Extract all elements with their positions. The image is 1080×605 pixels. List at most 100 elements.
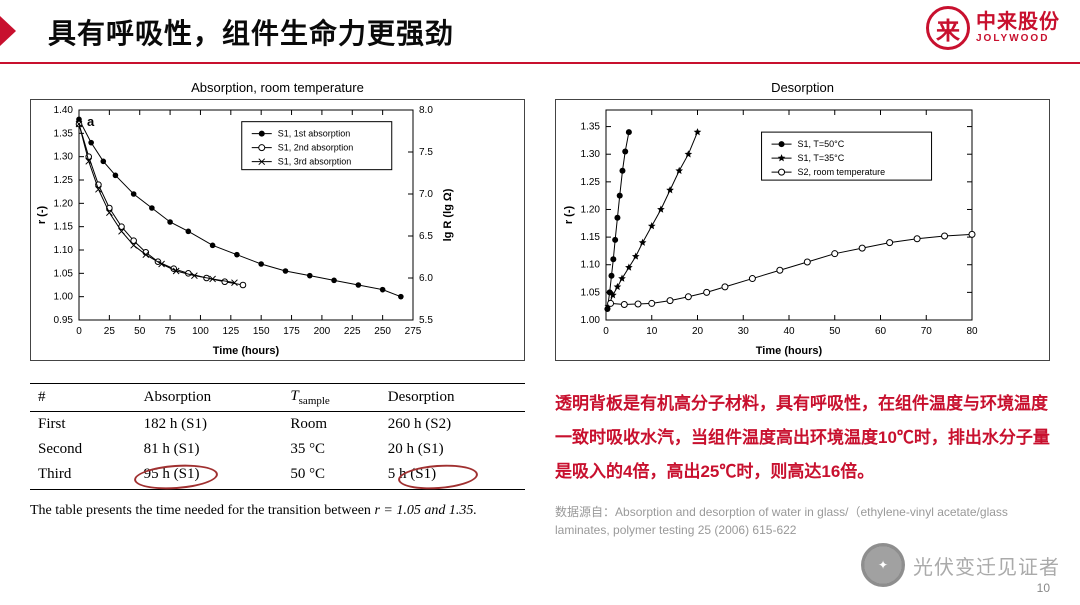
svg-text:10: 10 <box>646 326 658 337</box>
svg-text:75: 75 <box>165 326 177 337</box>
svg-text:8.0: 8.0 <box>419 105 433 116</box>
svg-text:175: 175 <box>283 326 300 337</box>
svg-text:1.00: 1.00 <box>581 315 601 326</box>
caption-prefix: The table presents the time needed for t… <box>30 503 374 518</box>
svg-text:S2, room temperature: S2, room temperature <box>798 167 886 177</box>
chart2-title: Desorption <box>555 80 1050 95</box>
svg-text:60: 60 <box>875 326 887 337</box>
description-text: 透明背板是有机高分子材料，具有呼吸性，在组件温度与环境温度一致时吸收水汽，当组件… <box>555 387 1050 489</box>
table-cell: 95 h (S1) <box>136 462 283 490</box>
table-header: Absorption <box>136 384 283 412</box>
logo-cn-text: 中来股份 <box>976 12 1060 32</box>
caption-math: r = 1.05 and 1.35. <box>374 503 476 518</box>
svg-text:r (-): r (-) <box>563 206 575 225</box>
transition-table: #AbsorptionTsampleDesorption First182 h … <box>30 383 525 521</box>
svg-text:1.15: 1.15 <box>581 232 601 243</box>
svg-text:a: a <box>87 114 95 129</box>
svg-text:1.25: 1.25 <box>581 177 601 188</box>
svg-text:0.95: 0.95 <box>54 315 74 326</box>
left-column: Absorption, room temperature 0 25 50 75 100 1… <box>30 80 525 575</box>
table-cell: 5 h (S1) <box>380 462 525 490</box>
svg-text:1.30: 1.30 <box>581 149 601 160</box>
right-column: Desorption 010203040506070801.001.051.10… <box>555 80 1050 575</box>
page-title: 具有呼吸性，组件生命力更强劲 <box>48 12 454 52</box>
table-cell: 20 h (S1) <box>380 437 525 462</box>
svg-text:150: 150 <box>253 326 270 337</box>
desorption-chart: 010203040506070801.001.051.101.151.201.2… <box>555 99 1050 361</box>
svg-text:1.35: 1.35 <box>54 128 74 139</box>
chart1-title: Absorption, room temperature <box>30 80 525 95</box>
table-cell: 81 h (S1) <box>136 437 283 462</box>
svg-text:80: 80 <box>966 326 978 337</box>
svg-text:20: 20 <box>692 326 704 337</box>
svg-text:7.5: 7.5 <box>419 147 433 158</box>
logo-mark-icon: 来 <box>926 6 970 50</box>
data-source: 数据源自：Absorption and desorption of water … <box>555 503 1050 539</box>
slide-header: 具有呼吸性，组件生命力更强劲 来 中来股份 JOLYWOOD <box>0 0 1080 60</box>
svg-text:100: 100 <box>192 326 209 337</box>
svg-text:1.15: 1.15 <box>54 222 74 233</box>
svg-text:50: 50 <box>829 326 841 337</box>
svg-text:Time (hours): Time (hours) <box>213 345 280 357</box>
svg-text:S1, 2nd absorption: S1, 2nd absorption <box>278 143 354 153</box>
chart2-plot: 010203040506070801.001.051.101.151.201.2… <box>556 100 986 360</box>
table-cell: 50 °C <box>282 462 379 490</box>
svg-text:30: 30 <box>738 326 750 337</box>
source-label: 数据源自： <box>555 505 615 519</box>
chart1-plot: 0 25 50 75 100 125 150 175 200 225 250 275 0.95 1.00 1… <box>31 100 461 360</box>
svg-text:1.05: 1.05 <box>581 287 601 298</box>
chevron-icon <box>0 16 30 46</box>
table-cell: Room <box>282 412 379 438</box>
svg-text:1.20: 1.20 <box>54 198 74 209</box>
content-area: Absorption, room temperature 02550751001… <box>30 80 1050 575</box>
table-caption: The table presents the time needed for t… <box>30 500 525 521</box>
svg-text:225: 225 <box>344 326 361 337</box>
svg-text:S1, 3rd absorption: S1, 3rd absorption <box>278 157 352 167</box>
svg-text:1.10: 1.10 <box>54 245 74 256</box>
svg-text:40: 40 <box>783 326 795 337</box>
table-header: Desorption <box>380 384 525 412</box>
svg-text:1.00: 1.00 <box>54 292 74 303</box>
table-header: Tsample <box>282 384 379 412</box>
svg-text:250: 250 <box>374 326 391 337</box>
svg-text:50: 50 <box>134 326 146 337</box>
svg-text:1.25: 1.25 <box>54 175 74 186</box>
svg-text:lg R (lg Ω): lg R (lg Ω) <box>442 188 454 241</box>
table-row: First182 h (S1)Room260 h (S2) <box>30 412 525 438</box>
table-header: # <box>30 384 136 412</box>
svg-text:125: 125 <box>222 326 239 337</box>
table-cell: First <box>30 412 136 438</box>
table-cell: Third <box>30 462 136 490</box>
svg-text:200: 200 <box>314 326 331 337</box>
watermark-text: 光伏变迁见证者 <box>913 551 1060 580</box>
svg-text:275: 275 <box>405 326 422 337</box>
svg-text:S1, 1st absorption: S1, 1st absorption <box>278 129 351 139</box>
svg-text:25: 25 <box>104 326 116 337</box>
svg-text:r (-): r (-) <box>36 206 48 225</box>
svg-text:S1, T=35°C: S1, T=35°C <box>798 153 845 163</box>
source-text: Absorption and desorption of water in gl… <box>555 505 1008 537</box>
watermark: ✦ 光伏变迁见证者 <box>861 543 1060 587</box>
svg-text:6.5: 6.5 <box>419 231 433 242</box>
svg-text:1.05: 1.05 <box>54 268 74 279</box>
wechat-icon: ✦ <box>861 543 905 587</box>
svg-text:1.30: 1.30 <box>54 152 74 163</box>
table-row: Second81 h (S1)35 °C20 h (S1) <box>30 437 525 462</box>
svg-text:0: 0 <box>603 326 609 337</box>
svg-text:1.20: 1.20 <box>581 204 601 215</box>
svg-text:S1, T=50°C: S1, T=50°C <box>798 139 845 149</box>
table-row: Third95 h (S1)50 °C5 h (S1) <box>30 462 525 490</box>
svg-text:1.40: 1.40 <box>54 105 74 116</box>
svg-text:1.35: 1.35 <box>581 122 601 133</box>
svg-text:7.0: 7.0 <box>419 189 433 200</box>
svg-text:0: 0 <box>76 326 82 337</box>
svg-text:5.5: 5.5 <box>419 315 433 326</box>
company-logo: 来 中来股份 JOLYWOOD <box>926 6 1060 50</box>
absorption-chart: 0 25 50 75 100 125 150 175 200 225 250 275 0.95 1.00 1… <box>30 99 525 361</box>
header-divider <box>0 62 1080 64</box>
logo-en-text: JOLYWOOD <box>976 34 1060 44</box>
svg-text:Time (hours): Time (hours) <box>756 345 823 357</box>
svg-text:70: 70 <box>921 326 933 337</box>
table-cell: Second <box>30 437 136 462</box>
table-cell: 260 h (S2) <box>380 412 525 438</box>
